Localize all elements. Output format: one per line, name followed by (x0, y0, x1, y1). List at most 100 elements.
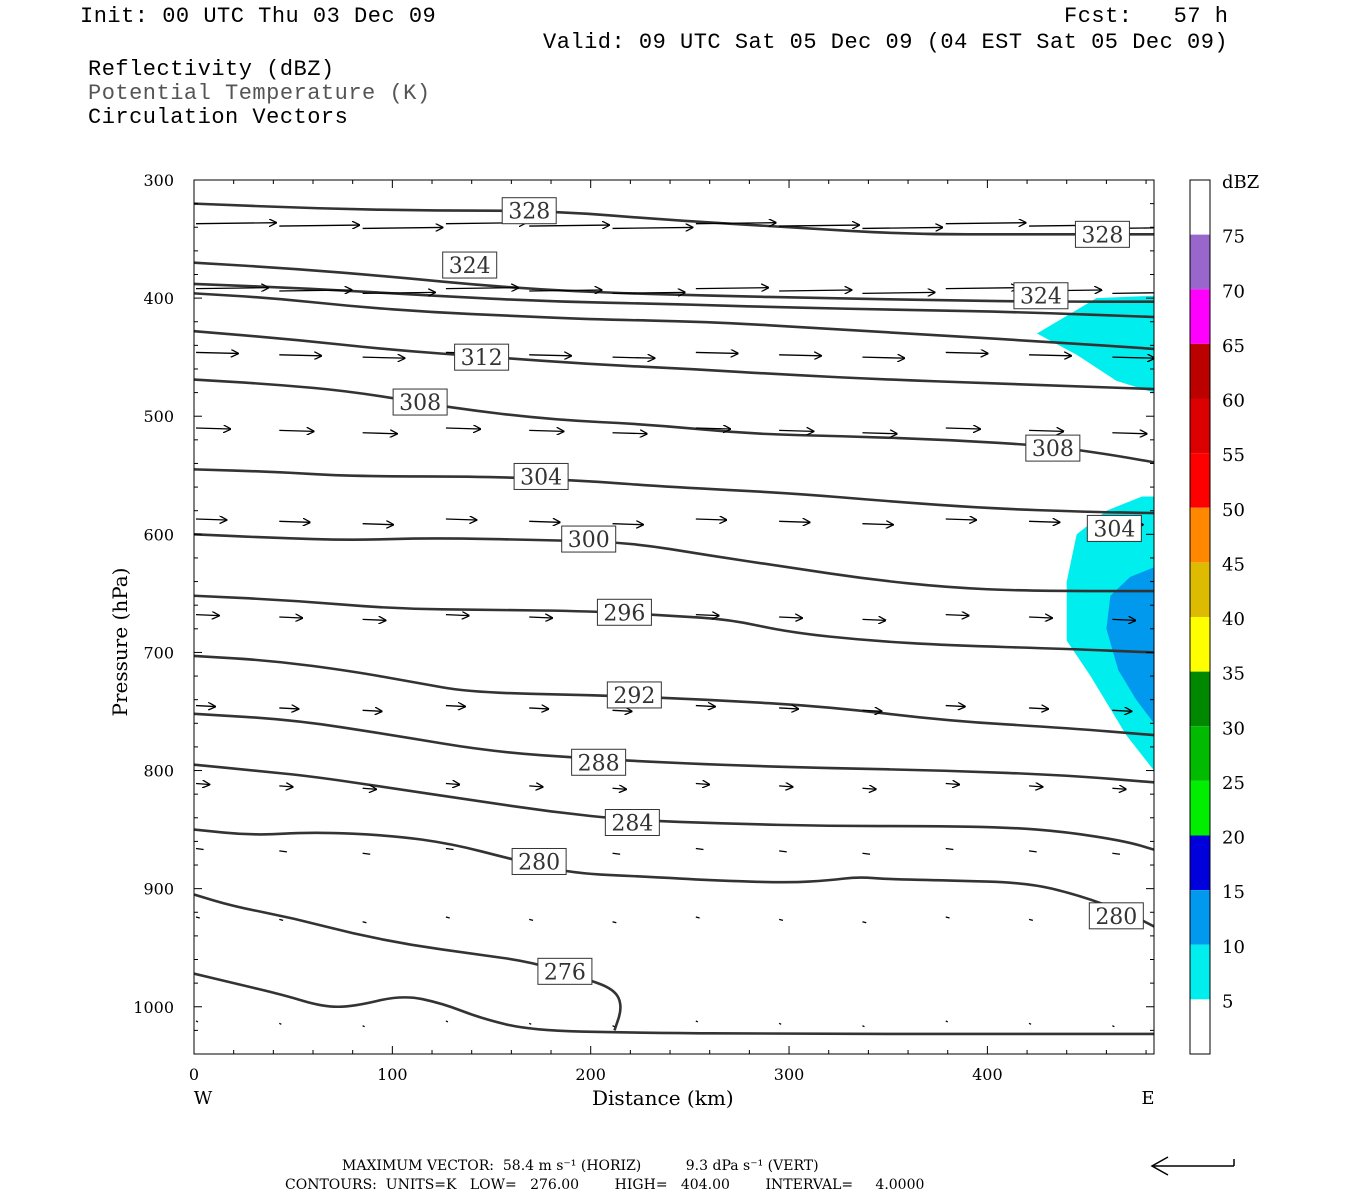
colorbar-label: 40 (1222, 609, 1245, 630)
contour-label-308: 308 (1025, 434, 1081, 462)
vector-arrow (1112, 292, 1154, 295)
vector-arrow (945, 519, 976, 520)
svg-text:288: 288 (578, 751, 620, 776)
svg-text:308: 308 (1032, 437, 1074, 462)
colorbar-swatch (1190, 999, 1210, 1054)
svg-text:280: 280 (518, 850, 560, 875)
vector-arrow (945, 288, 1018, 289)
isentrope-280-2 (194, 828, 1154, 928)
vector-arrow (612, 292, 685, 293)
vector-arrow (279, 786, 292, 787)
field-title-theta: Potential Temperature (K) (88, 81, 431, 106)
vector-arrow (779, 225, 859, 226)
vector-arrow (945, 428, 980, 429)
colorbar-swatch (1190, 562, 1210, 617)
contour-label-312: 312 (454, 343, 510, 371)
vector-arrow (779, 290, 851, 291)
colorbar-swatch (1190, 890, 1210, 945)
vector-arrow (862, 788, 875, 789)
vector-arrow (1029, 786, 1042, 787)
colorbar-swatch (1190, 780, 1210, 836)
vector-arrow (695, 1020, 699, 1023)
vector-arrow (862, 357, 904, 358)
vector-arrow (779, 521, 809, 522)
east-label: E (1141, 1088, 1154, 1109)
isentrope-320-16 (194, 282, 1154, 319)
x-axis-title: Distance (km) (592, 1086, 734, 1110)
vector-arrow (779, 786, 792, 787)
contour-label-304: 304 (1086, 514, 1142, 542)
vector-arrow (362, 227, 443, 228)
vector-arrow (945, 706, 965, 707)
vector-arrow (1028, 918, 1034, 921)
vector-arrow (1029, 521, 1059, 522)
isentrope-312-12 (194, 329, 1154, 391)
isentrope-328-17 (194, 202, 1154, 236)
vector-arrow (695, 352, 738, 353)
colorbar-swatch (1190, 617, 1210, 672)
vector-arrow (1029, 430, 1063, 431)
vector-arrow (612, 357, 655, 358)
vector-arrow (279, 918, 284, 921)
vector-arrow (945, 784, 959, 785)
reflectivity-area-2 (1106, 567, 1154, 724)
vector-arrow (279, 290, 351, 291)
vector-arrow (945, 916, 950, 919)
west-label: W (194, 1088, 213, 1109)
vector-arrow (612, 524, 643, 525)
contour-info: CONTOURS: UNITS=K LOW= 276.00 HIGH= 404.… (285, 1177, 925, 1193)
vector-arrow (862, 227, 942, 228)
vector-arrow (529, 355, 571, 356)
colorbar-swatch (1190, 507, 1210, 563)
colorbar: dBZ 75 70 65 60 55 50 45 40 35 30 25 20 15 10 5 (1189, 172, 1259, 1055)
y-tick-label: 300 (143, 171, 174, 190)
vector-arrow (1112, 1025, 1115, 1028)
vector-arrow (1112, 788, 1125, 789)
svg-text:292: 292 (613, 684, 655, 709)
vector-arrow (945, 615, 969, 616)
colorbar-label: 25 (1222, 773, 1245, 794)
vector-arrow (779, 355, 821, 356)
y-tick-label: 500 (143, 407, 174, 426)
svg-text:312: 312 (461, 346, 503, 371)
isentrope-292-5 (194, 654, 1154, 737)
isentrope-276-1 (194, 893, 622, 1031)
plot-frame (193, 179, 1155, 1055)
colorbar-label: 50 (1222, 500, 1245, 521)
vector-arrow (862, 921, 867, 924)
colorbar-swatch (1190, 180, 1210, 235)
vector-arrow (195, 288, 268, 289)
x-tick-label: 200 (575, 1065, 606, 1084)
vector-arrow (862, 433, 896, 434)
svg-text:324: 324 (1020, 285, 1062, 310)
colorbar-title: dBZ (1222, 172, 1259, 193)
svg-text:328: 328 (1081, 223, 1123, 248)
isentrope-layer (194, 202, 1154, 1036)
contour-label-328: 328 (501, 197, 557, 225)
colorbar-label: 60 (1222, 391, 1245, 412)
x-tick-label: 400 (972, 1065, 1003, 1084)
vector-arrow (195, 615, 219, 616)
svg-text:328: 328 (508, 200, 550, 225)
vector-arrow (445, 519, 476, 520)
vector-arrow (778, 1022, 782, 1025)
svg-text:276: 276 (544, 960, 586, 985)
svg-text:280: 280 (1095, 905, 1137, 930)
contour-label-308: 308 (392, 388, 448, 416)
vector-arrow (945, 352, 988, 353)
vector-arrow (529, 290, 601, 291)
isentrope-296-6 (194, 594, 1154, 654)
y-axis-title: Pressure (hPa) (108, 567, 132, 717)
colorbar-label: 75 (1222, 227, 1245, 248)
vector-arrow (1112, 852, 1121, 855)
colorbar-frame (1189, 179, 1211, 1055)
colorbar-swatch (1190, 289, 1210, 344)
vector-arrow (695, 784, 709, 785)
field-title-reflectivity: Reflectivity (dBZ) (88, 57, 335, 82)
vector-arrow (195, 784, 209, 785)
vector-arrow (445, 1020, 449, 1023)
vector-arrow (612, 852, 621, 855)
vector-arrow (195, 352, 238, 353)
isentrope-308-10 (194, 378, 1154, 464)
svg-text:304: 304 (1093, 517, 1135, 542)
